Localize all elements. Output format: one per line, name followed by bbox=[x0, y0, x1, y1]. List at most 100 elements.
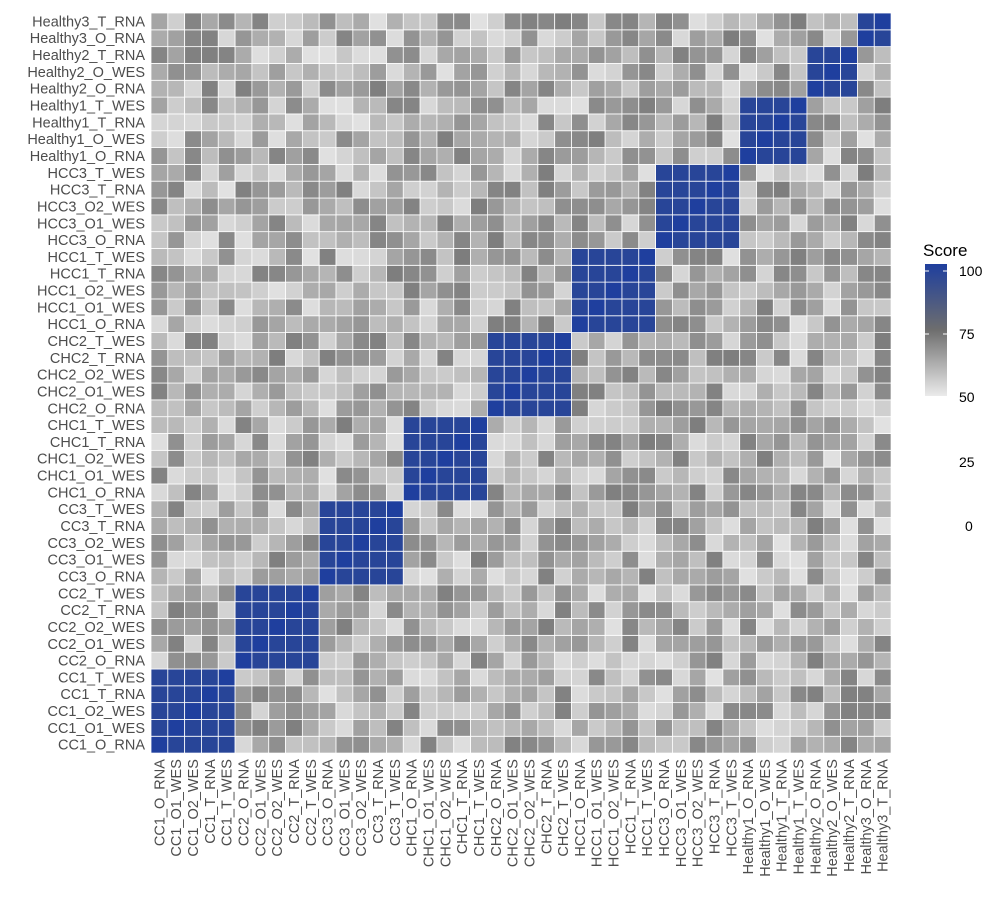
heatmap-cell bbox=[604, 601, 623, 619]
heatmap-cell bbox=[655, 668, 673, 687]
x-tick-label: Healthy3_O_RNA bbox=[859, 759, 875, 875]
y-tick-label: CC1_O1_WES bbox=[47, 721, 145, 737]
heatmap-cell bbox=[268, 634, 286, 653]
heatmap-cell bbox=[402, 702, 421, 720]
heatmap-cell bbox=[470, 449, 488, 468]
heatmap-cell bbox=[873, 130, 892, 148]
heatmap-cell bbox=[621, 79, 640, 98]
heatmap-cell bbox=[688, 231, 707, 249]
heatmap-cell bbox=[486, 534, 505, 552]
heatmap-cell bbox=[857, 651, 875, 670]
heatmap-cell bbox=[554, 500, 572, 518]
heatmap-cell bbox=[537, 634, 556, 653]
heatmap-cell bbox=[150, 500, 169, 518]
heatmap-cell bbox=[217, 147, 236, 165]
heatmap-cell bbox=[217, 534, 236, 552]
heatmap-cell bbox=[285, 416, 303, 434]
heatmap-cell bbox=[789, 113, 808, 132]
heatmap-cell bbox=[436, 584, 455, 603]
heatmap-cell bbox=[587, 399, 606, 418]
heatmap-cell bbox=[301, 382, 320, 401]
heatmap-cell bbox=[184, 719, 202, 737]
heatmap-cell bbox=[621, 534, 640, 552]
heatmap-cell bbox=[234, 601, 253, 619]
heatmap-cell bbox=[873, 433, 892, 451]
heatmap-cell bbox=[537, 79, 556, 98]
heatmap-cell bbox=[167, 315, 186, 333]
heatmap-cell bbox=[688, 449, 707, 468]
heatmap-cell bbox=[571, 433, 589, 451]
heatmap-cell bbox=[234, 685, 253, 704]
heatmap-cell bbox=[806, 651, 825, 670]
heatmap-cell bbox=[335, 618, 354, 636]
heatmap-cell bbox=[722, 685, 741, 704]
heatmap-cell bbox=[571, 264, 589, 283]
heatmap-cell bbox=[789, 332, 808, 350]
heatmap-cell bbox=[386, 634, 404, 653]
heatmap-cell bbox=[386, 46, 404, 64]
heatmap-cell bbox=[301, 685, 320, 704]
heatmap-cell bbox=[823, 517, 842, 535]
heatmap-cell bbox=[520, 130, 539, 148]
heatmap-cell bbox=[150, 298, 169, 317]
heatmap-cell bbox=[251, 46, 270, 64]
heatmap-cell bbox=[503, 12, 522, 31]
heatmap-cell bbox=[301, 348, 320, 367]
heatmap-cell bbox=[251, 416, 270, 434]
heatmap-cell bbox=[806, 12, 825, 31]
x-tick-label: CC1_O2_WES bbox=[186, 759, 202, 857]
heatmap-cell bbox=[318, 416, 337, 434]
heatmap-cell bbox=[268, 147, 286, 165]
heatmap-cell bbox=[285, 550, 303, 569]
heatmap-cell bbox=[201, 550, 219, 569]
heatmap-cell bbox=[571, 702, 589, 720]
heatmap-cell bbox=[604, 46, 623, 64]
heatmap-cell bbox=[402, 550, 421, 569]
heatmap-cell bbox=[705, 634, 724, 653]
heatmap-cell bbox=[857, 96, 875, 115]
heatmap-cell bbox=[369, 348, 387, 367]
y-tick-label: CC3_O2_WES bbox=[47, 536, 145, 552]
heatmap-cell bbox=[335, 248, 354, 266]
y-tick-label: Healthy1_O_RNA bbox=[30, 149, 146, 165]
heatmap-cell bbox=[772, 365, 791, 384]
heatmap-cell bbox=[352, 500, 371, 518]
heatmap-cell bbox=[655, 483, 673, 502]
heatmap-cell bbox=[335, 416, 354, 434]
heatmap-cell bbox=[772, 584, 791, 603]
heatmap-cell bbox=[201, 416, 219, 434]
heatmap-cell bbox=[503, 634, 522, 653]
heatmap-cell bbox=[857, 147, 875, 165]
heatmap-cell bbox=[621, 466, 640, 485]
heatmap-cell bbox=[789, 96, 808, 115]
heatmap-cell bbox=[688, 483, 707, 502]
heatmap-cell bbox=[554, 702, 572, 720]
heatmap-cell bbox=[150, 735, 169, 754]
heatmap-cell bbox=[840, 601, 858, 619]
heatmap-cell bbox=[184, 281, 202, 300]
heatmap-cell bbox=[201, 348, 219, 367]
heatmap-cell bbox=[621, 197, 640, 216]
heatmap-cell bbox=[201, 634, 219, 653]
heatmap-cell bbox=[520, 281, 539, 300]
heatmap-cell bbox=[167, 348, 186, 367]
heatmap-cell bbox=[503, 281, 522, 300]
heatmap-cell bbox=[756, 46, 774, 64]
heatmap-cell bbox=[823, 500, 842, 518]
heatmap-cell bbox=[201, 685, 219, 704]
heatmap-cell bbox=[419, 735, 438, 754]
heatmap-cell bbox=[386, 281, 404, 300]
heatmap-cell bbox=[688, 264, 707, 283]
heatmap-cell bbox=[873, 63, 892, 81]
heatmap-cell bbox=[318, 449, 337, 468]
heatmap-cell bbox=[604, 113, 623, 132]
heatmap-cell bbox=[369, 214, 387, 233]
heatmap-cell bbox=[251, 634, 270, 653]
heatmap-cell bbox=[571, 534, 589, 552]
heatmap-cell bbox=[705, 500, 724, 518]
heatmap-cell bbox=[167, 63, 186, 81]
x-tick-label: CHC1_O2_WES bbox=[438, 759, 454, 867]
heatmap-cell bbox=[318, 214, 337, 233]
heatmap-cell bbox=[386, 534, 404, 552]
heatmap-cell bbox=[571, 63, 589, 81]
